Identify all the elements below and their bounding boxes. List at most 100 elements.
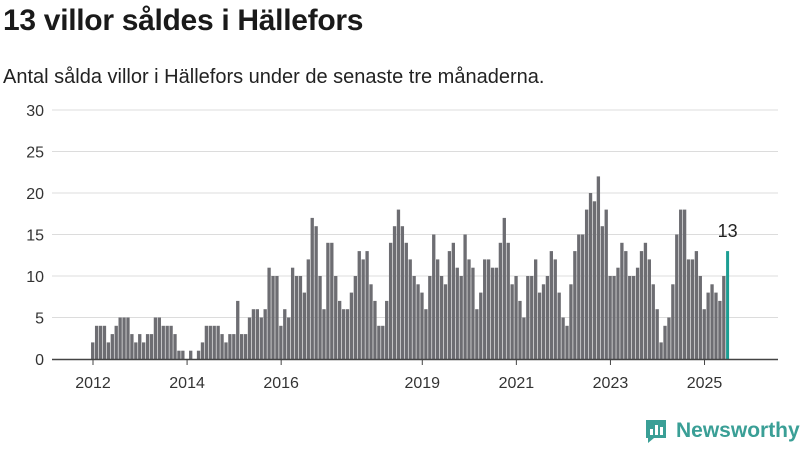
bar [651, 284, 655, 359]
bar [588, 193, 593, 359]
bar [663, 325, 667, 359]
bar [145, 334, 150, 359]
bar [479, 292, 483, 359]
bar [667, 317, 671, 359]
bar [569, 284, 573, 359]
bar [565, 325, 569, 359]
bar [392, 226, 397, 359]
bar [338, 300, 342, 359]
annotations: 13 [718, 221, 738, 241]
bar [216, 325, 220, 359]
bar [718, 300, 722, 359]
bar [467, 259, 471, 359]
bar [294, 276, 299, 359]
bar [388, 242, 393, 359]
y-tick-label: 5 [35, 311, 44, 328]
bar [463, 234, 467, 359]
brand-name: Newsworthy [676, 419, 800, 442]
bar [165, 325, 169, 359]
bar [632, 276, 636, 359]
bar [655, 309, 659, 359]
bar [287, 317, 291, 359]
bar [310, 217, 314, 359]
bar [251, 309, 256, 359]
x-tick-label: 2025 [687, 375, 723, 392]
bar [400, 226, 405, 359]
bar [682, 209, 687, 359]
bar [506, 242, 510, 359]
bar [643, 242, 648, 359]
bar [510, 284, 514, 359]
bar [353, 276, 357, 359]
bar [381, 325, 385, 359]
bar [204, 325, 209, 359]
highlight-bar [726, 251, 730, 359]
bar [647, 259, 651, 359]
bar [102, 325, 107, 359]
bar [169, 325, 173, 359]
newsworthy-brand: Newsworthy [644, 418, 800, 444]
bar [118, 317, 122, 359]
bar [94, 325, 99, 359]
bar [432, 234, 436, 359]
bar [373, 300, 377, 359]
bar [228, 334, 232, 359]
y-tick-label: 30 [26, 103, 44, 120]
bar [616, 267, 620, 359]
bar [298, 276, 303, 359]
bar [620, 242, 624, 359]
bar [698, 276, 702, 359]
bar [157, 317, 161, 359]
bar [404, 242, 408, 359]
bar [553, 259, 557, 359]
x-tick-label: 2012 [75, 375, 111, 392]
bar [490, 267, 495, 359]
x-tick-label: 2014 [169, 375, 205, 392]
bar [142, 342, 146, 359]
bar [130, 334, 134, 359]
bar [98, 325, 103, 359]
bar [581, 234, 585, 359]
bar [447, 251, 452, 359]
bar [455, 267, 459, 359]
bar [236, 300, 240, 359]
bar [710, 284, 714, 359]
bar [675, 234, 679, 359]
bar [624, 251, 628, 359]
bar [200, 342, 205, 359]
bar [530, 276, 534, 359]
bar [369, 284, 373, 359]
x-tick-label: 2023 [593, 375, 629, 392]
x-tick-label: 2016 [263, 375, 299, 392]
bar [420, 292, 424, 359]
bar [177, 350, 181, 359]
bar [706, 292, 710, 359]
bar [181, 350, 185, 359]
bar-series [91, 176, 730, 359]
bar [138, 334, 142, 359]
bar [686, 259, 691, 359]
bar [243, 334, 248, 359]
bar [690, 259, 695, 359]
bar [326, 242, 330, 359]
bar [259, 317, 263, 359]
bar [608, 276, 612, 359]
bar [126, 317, 130, 359]
bar [522, 317, 526, 359]
bar [471, 267, 475, 359]
bar [526, 276, 530, 359]
bar [451, 242, 455, 359]
bar [424, 309, 428, 359]
bar [600, 226, 604, 359]
bar [189, 350, 193, 359]
x-tick-label: 2019 [404, 375, 440, 392]
y-tick-label: 0 [35, 352, 44, 369]
y-axis-labels: 0 5 10 15 20 25 30 [26, 103, 44, 369]
bar [283, 309, 287, 359]
bar [561, 317, 565, 359]
bar [134, 342, 138, 359]
bar [475, 309, 479, 359]
bar [122, 317, 126, 359]
bar [330, 242, 334, 359]
